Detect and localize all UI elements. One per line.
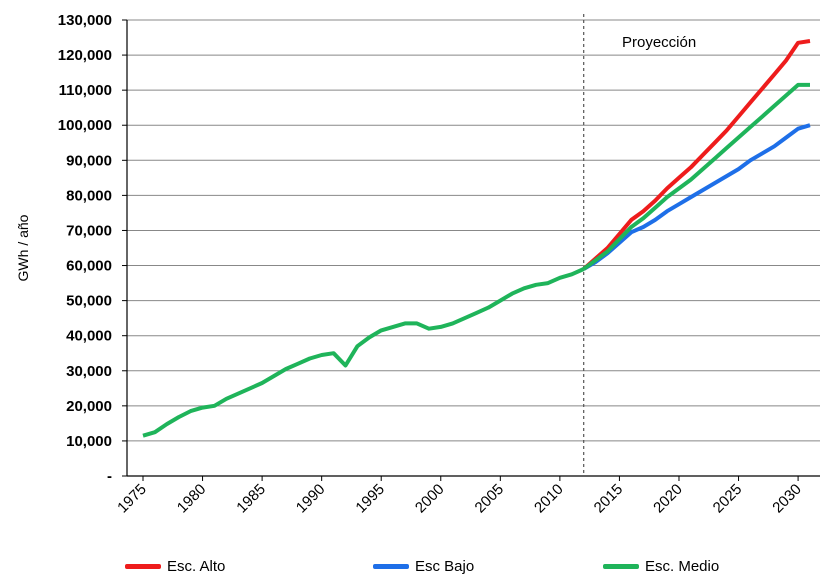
y-tick-label: 90,000 <box>66 152 112 169</box>
x-tick-label: 2000 <box>412 481 448 517</box>
x-tick-label: 1985 <box>233 481 269 517</box>
y-tick-label: 110,000 <box>59 82 112 99</box>
legend-swatch-esc-medio <box>603 564 639 569</box>
x-tick-label: 2030 <box>769 481 805 517</box>
x-tick-label: 2015 <box>591 481 627 517</box>
x-tick-label: 1980 <box>174 481 210 517</box>
y-tick-label: 10,000 <box>66 433 112 450</box>
y-tick-label: 120,000 <box>58 47 112 64</box>
legend-label: Esc Bajo <box>415 558 475 575</box>
y-tick-label: 30,000 <box>66 363 112 380</box>
legend-label: Esc. Medio <box>645 558 720 575</box>
x-tick-label: 2005 <box>472 481 508 517</box>
x-tick-label: 2025 <box>710 481 746 517</box>
y-tick-label: 40,000 <box>66 328 112 345</box>
y-tick-label: - <box>107 468 112 485</box>
legend-swatch-esc-alto <box>125 564 161 569</box>
y-axis-label: GWh / año <box>15 214 31 281</box>
legend-item-esc-alto: Esc. Alto <box>125 558 225 575</box>
x-tick-label: 1995 <box>352 481 388 517</box>
y-tick-label: 70,000 <box>66 222 112 239</box>
legend-item-esc-bajo: Esc Bajo <box>373 558 474 575</box>
legend-item-esc-medio: Esc. Medio <box>603 558 719 575</box>
legend-label: Esc. Alto <box>167 558 226 575</box>
x-tick-label: 1990 <box>293 481 329 517</box>
y-tick-label: 60,000 <box>66 258 112 275</box>
y-tick-label: 80,000 <box>66 187 112 204</box>
projection-annotation: Proyección <box>622 34 696 51</box>
x-tick-label: 2020 <box>650 481 686 517</box>
y-tick-label: 100,000 <box>58 117 112 134</box>
series-line-esc-medio <box>582 82 810 271</box>
y-tick-label: 50,000 <box>66 293 112 310</box>
x-tick-label: 1975 <box>114 481 150 517</box>
x-tick-label: 2010 <box>531 481 567 517</box>
series-lines <box>142 39 811 438</box>
series-line-esc-bajo <box>582 123 811 271</box>
x-tick-labels: 1975 1980 1985 1990 1995 2000 2005 2010 2015 2020… <box>114 476 805 516</box>
y-tick-label: 20,000 <box>66 398 112 415</box>
line-chart: - 10,000 20,000 30,000 40,000 50,000 60,000 70,… <box>15 12 820 516</box>
chart-legend: Esc. Alto Esc Bajo Esc. Medio <box>0 558 820 582</box>
series-line-historical <box>142 267 585 438</box>
y-tick-labels: - 10,000 20,000 30,000 40,000 50,000 60,000 70,… <box>58 12 112 485</box>
series-line-esc-alto <box>582 39 811 271</box>
legend-swatch-esc-bajo <box>373 564 409 569</box>
y-tick-label: 130,000 <box>58 12 112 29</box>
grid-lines <box>122 19 820 477</box>
